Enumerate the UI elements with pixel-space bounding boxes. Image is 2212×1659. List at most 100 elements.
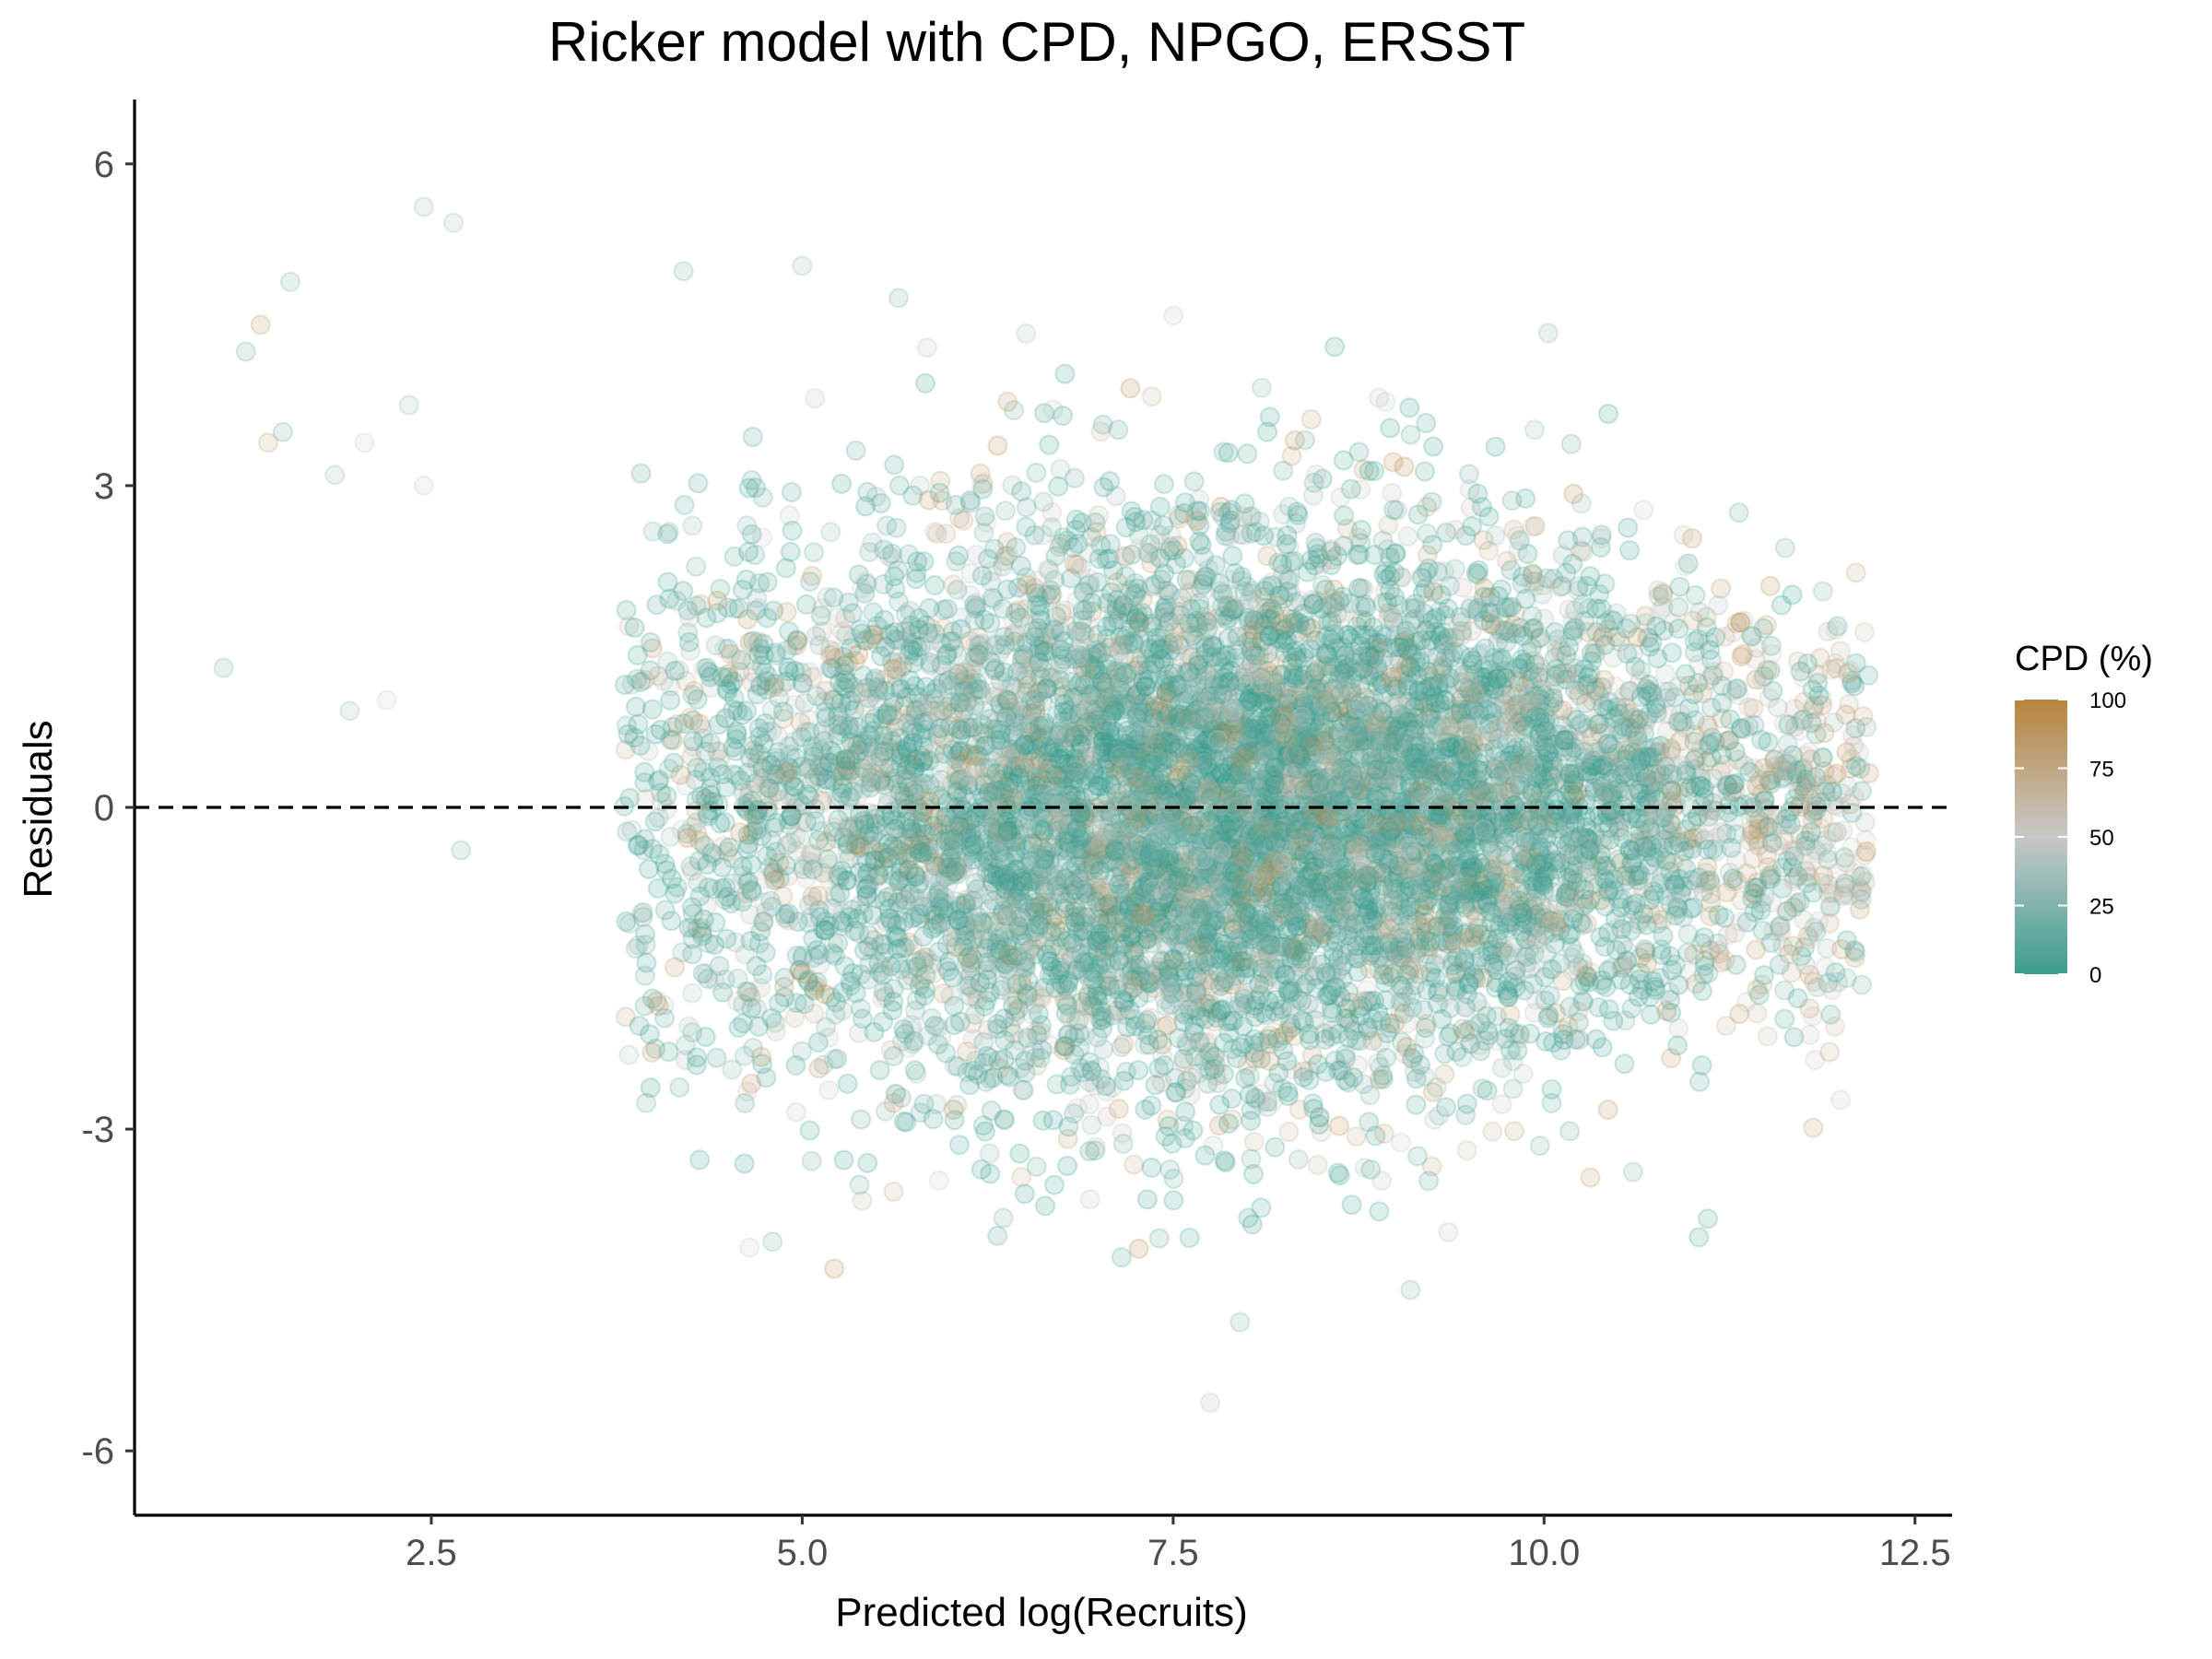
data-point xyxy=(1174,704,1196,726)
data-point xyxy=(1324,579,1345,600)
data-point xyxy=(837,1073,858,1094)
data-point xyxy=(1457,798,1478,820)
data-point xyxy=(1239,688,1260,710)
data-point xyxy=(1359,866,1381,888)
data-point xyxy=(825,992,847,1013)
data-point xyxy=(1484,758,1505,779)
data-point xyxy=(1585,765,1606,786)
data-point xyxy=(973,1031,994,1053)
data-point xyxy=(863,602,884,623)
data-point xyxy=(1179,784,1201,806)
data-point xyxy=(1346,1125,1367,1147)
data-point xyxy=(1638,627,1659,649)
data-point xyxy=(1158,923,1179,944)
data-point xyxy=(1327,866,1348,888)
data-point xyxy=(1535,707,1556,728)
data-point xyxy=(1397,904,1418,926)
data-point xyxy=(977,1019,999,1041)
data-point xyxy=(1509,1023,1531,1045)
data-point xyxy=(1064,738,1086,759)
data-point xyxy=(1160,855,1182,877)
data-point xyxy=(866,688,888,710)
data-point xyxy=(1017,668,1038,689)
data-point xyxy=(1159,734,1181,755)
data-point xyxy=(1641,821,1662,842)
data-point xyxy=(1197,765,1218,786)
data-point xyxy=(1146,840,1167,861)
data-point xyxy=(1045,829,1066,850)
data-point xyxy=(658,1041,679,1063)
data-point xyxy=(1207,651,1229,672)
data-point xyxy=(682,515,703,536)
data-point xyxy=(738,477,759,499)
data-point xyxy=(1328,1115,1350,1136)
data-point xyxy=(1222,806,1244,827)
data-point xyxy=(869,1059,890,1081)
data-point xyxy=(1009,758,1030,779)
data-point xyxy=(1115,883,1136,904)
data-point xyxy=(1222,545,1243,567)
data-point xyxy=(1080,836,1102,857)
data-point xyxy=(1085,871,1107,892)
data-point xyxy=(848,820,869,841)
data-point xyxy=(947,770,968,792)
data-point xyxy=(1311,809,1332,830)
data-point xyxy=(1415,578,1436,599)
data-point xyxy=(1163,1190,1184,1211)
data-point xyxy=(1688,1071,1711,1092)
data-point xyxy=(1456,1139,1477,1161)
data-point xyxy=(1145,923,1167,944)
data-point xyxy=(1438,1221,1459,1243)
data-point xyxy=(881,912,902,934)
data-point xyxy=(1088,1007,1110,1029)
data-point xyxy=(799,571,821,593)
data-point xyxy=(900,705,923,726)
data-point xyxy=(1050,840,1072,861)
data-point xyxy=(916,337,938,359)
data-point xyxy=(1288,665,1309,687)
data-point xyxy=(804,388,826,409)
data-point xyxy=(1787,987,1808,1009)
data-point xyxy=(1246,826,1267,847)
data-point xyxy=(1323,677,1344,700)
data-point xyxy=(1693,881,1714,902)
data-point xyxy=(1088,954,1109,976)
data-point xyxy=(898,1037,920,1059)
data-point xyxy=(1130,747,1151,768)
data-point xyxy=(1303,926,1325,947)
data-point xyxy=(965,1050,987,1071)
data-point xyxy=(1503,1121,1525,1142)
data-point xyxy=(995,738,1017,760)
data-point xyxy=(1394,827,1416,849)
data-point xyxy=(959,945,982,966)
data-point xyxy=(966,595,987,618)
data-point xyxy=(1255,921,1277,942)
data-point xyxy=(1394,931,1415,952)
data-point xyxy=(1029,635,1050,657)
data-point xyxy=(1436,760,1457,782)
data-point xyxy=(1596,700,1618,721)
data-point xyxy=(1173,935,1194,957)
data-point xyxy=(1051,952,1073,973)
data-point xyxy=(1196,665,1218,686)
data-point xyxy=(1256,935,1277,957)
data-point xyxy=(882,704,904,725)
data-point xyxy=(1033,491,1054,512)
data-point xyxy=(1225,706,1246,727)
data-point xyxy=(1691,1054,1712,1077)
data-point xyxy=(1277,838,1298,860)
data-point xyxy=(1430,931,1451,952)
data-point xyxy=(1301,712,1323,734)
data-point xyxy=(1071,992,1093,1013)
data-point xyxy=(1019,771,1041,793)
data-point xyxy=(736,839,759,860)
data-point xyxy=(1468,881,1490,902)
data-point xyxy=(1648,782,1669,803)
data-point xyxy=(1182,625,1204,646)
data-point xyxy=(1339,841,1360,862)
data-point xyxy=(1603,788,1624,809)
data-point xyxy=(1633,500,1654,521)
data-point xyxy=(1277,980,1300,1001)
data-point xyxy=(1120,691,1141,712)
data-point xyxy=(1513,926,1535,947)
